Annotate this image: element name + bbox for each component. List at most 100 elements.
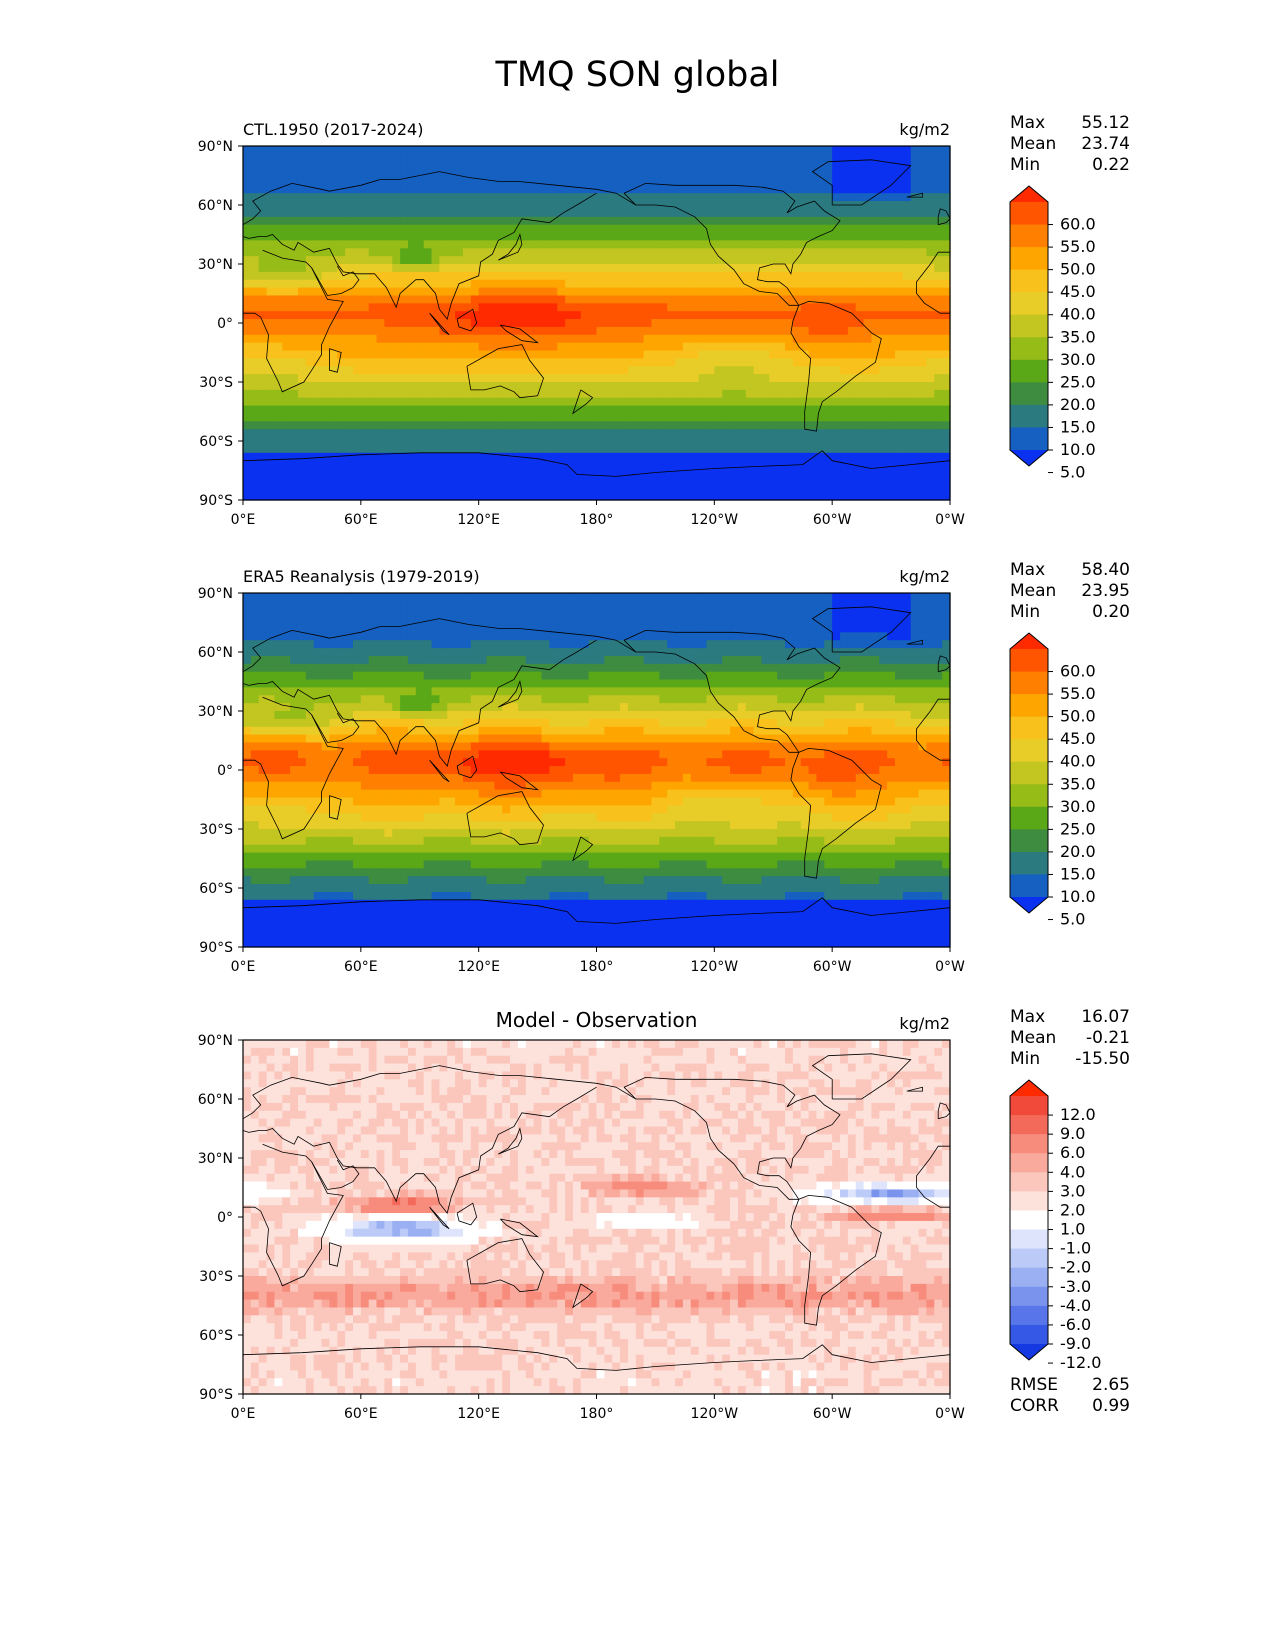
field-cell [478, 232, 488, 241]
field-cell [580, 413, 590, 422]
field-cell [832, 311, 841, 320]
field-cell [612, 256, 621, 265]
field-cell [297, 153, 307, 163]
field-cell [392, 326, 401, 336]
field-cell [486, 616, 495, 626]
field-cell [675, 460, 684, 470]
field-cell [651, 632, 660, 641]
field-cell [777, 232, 786, 241]
field-cell [753, 232, 763, 241]
field-cell [690, 201, 700, 210]
field-cell [557, 264, 566, 273]
field-cell [384, 593, 393, 602]
colorbar-extend-max [1010, 186, 1048, 202]
field-cell [785, 374, 794, 383]
field-cell [557, 640, 566, 649]
field-cell [384, 405, 393, 415]
field-cell [730, 358, 739, 367]
field-cell [698, 326, 708, 336]
field-cell [580, 279, 590, 289]
field-cell [887, 405, 896, 415]
field-cell [934, 389, 943, 399]
field-cell [698, 311, 708, 320]
field-cell [572, 161, 582, 171]
field-cell [635, 169, 645, 179]
field-cell [871, 444, 880, 454]
field-cell [761, 640, 770, 649]
field-cell [313, 616, 323, 626]
field-cell [250, 608, 260, 618]
field-cell [800, 146, 810, 155]
field-cell [730, 600, 739, 610]
field-cell [297, 468, 307, 477]
field-cell [297, 177, 307, 186]
field-cell [792, 303, 802, 312]
field-cell [502, 468, 511, 477]
field-cell [274, 161, 283, 171]
field-cell [549, 224, 558, 234]
field-cell [525, 287, 535, 297]
field-cell [777, 342, 786, 352]
field-cell [934, 303, 943, 312]
field-cell [777, 201, 786, 210]
field-cell [462, 224, 472, 234]
field-cell [847, 334, 857, 344]
field-cell [612, 397, 621, 407]
field-cell [266, 397, 276, 407]
field-cell [714, 264, 723, 273]
field-cell [266, 476, 276, 485]
field-cell [816, 248, 825, 257]
field-cell [243, 421, 252, 430]
field-cell [541, 326, 550, 336]
field-cell [832, 271, 841, 281]
field-cell [627, 271, 637, 281]
field-cell [305, 185, 315, 194]
field-cell [549, 177, 558, 186]
field-cell [392, 476, 401, 485]
field-cell [345, 476, 354, 485]
field-cell [447, 146, 456, 155]
field-cell [902, 271, 912, 281]
field-cell [730, 169, 739, 179]
field-cell [761, 476, 770, 485]
field-cell [730, 208, 739, 218]
field-cell [910, 311, 920, 320]
field-cell [753, 326, 763, 336]
field-cell [572, 476, 582, 485]
field-cell [887, 319, 896, 328]
field-cell [297, 437, 307, 446]
field-cell [785, 153, 794, 163]
field-cell [706, 600, 715, 610]
stat-label: Max [1010, 113, 1045, 133]
field-cell [714, 382, 723, 391]
field-cell [902, 452, 912, 462]
field-cell [517, 161, 527, 171]
field-cell [462, 311, 472, 320]
field-cell [840, 216, 849, 226]
field-cell [392, 350, 401, 359]
field-cell [258, 358, 268, 367]
field-cell [659, 358, 668, 367]
field-cell [360, 366, 370, 375]
field-cell [840, 185, 849, 194]
field-cell [690, 216, 700, 226]
field-cell [431, 193, 440, 202]
field-cell [321, 600, 331, 610]
field-cell [266, 624, 276, 633]
field-cell [871, 232, 880, 241]
field-cell [360, 484, 370, 493]
field-cell [400, 264, 409, 273]
field-cell [934, 146, 943, 155]
field-cell [942, 232, 951, 241]
field-cell [250, 279, 260, 289]
field-cell [580, 452, 590, 462]
field-cell [879, 624, 888, 633]
field-cell [470, 193, 480, 202]
field-cell [525, 405, 535, 415]
field-cell [541, 358, 550, 367]
field-cell [266, 632, 276, 641]
field-cell [392, 232, 401, 241]
field-cell [840, 608, 849, 618]
field-cell [533, 161, 543, 171]
field-cell [243, 429, 252, 438]
